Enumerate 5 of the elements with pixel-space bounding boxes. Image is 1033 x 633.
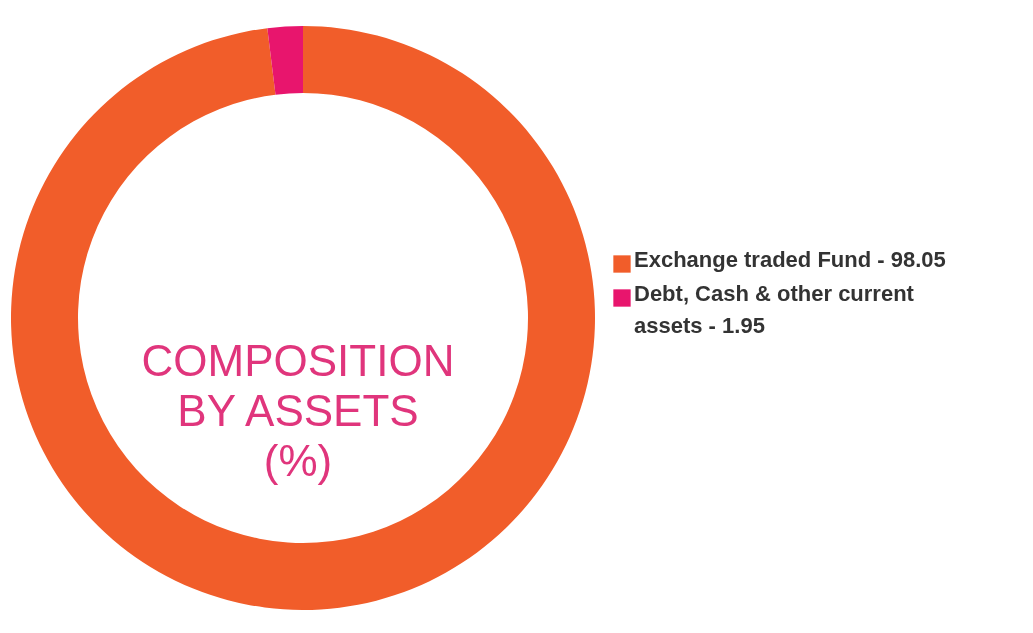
donut-slice: [11, 26, 595, 610]
legend-label: Debt, Cash & other current assets - 1.95: [634, 281, 915, 338]
donut-slice: [267, 26, 303, 95]
legend-label: Exchange traded Fund - 98.05: [634, 247, 946, 272]
text: COMPOSITION BY ASSETS (%): [141, 336, 455, 485]
